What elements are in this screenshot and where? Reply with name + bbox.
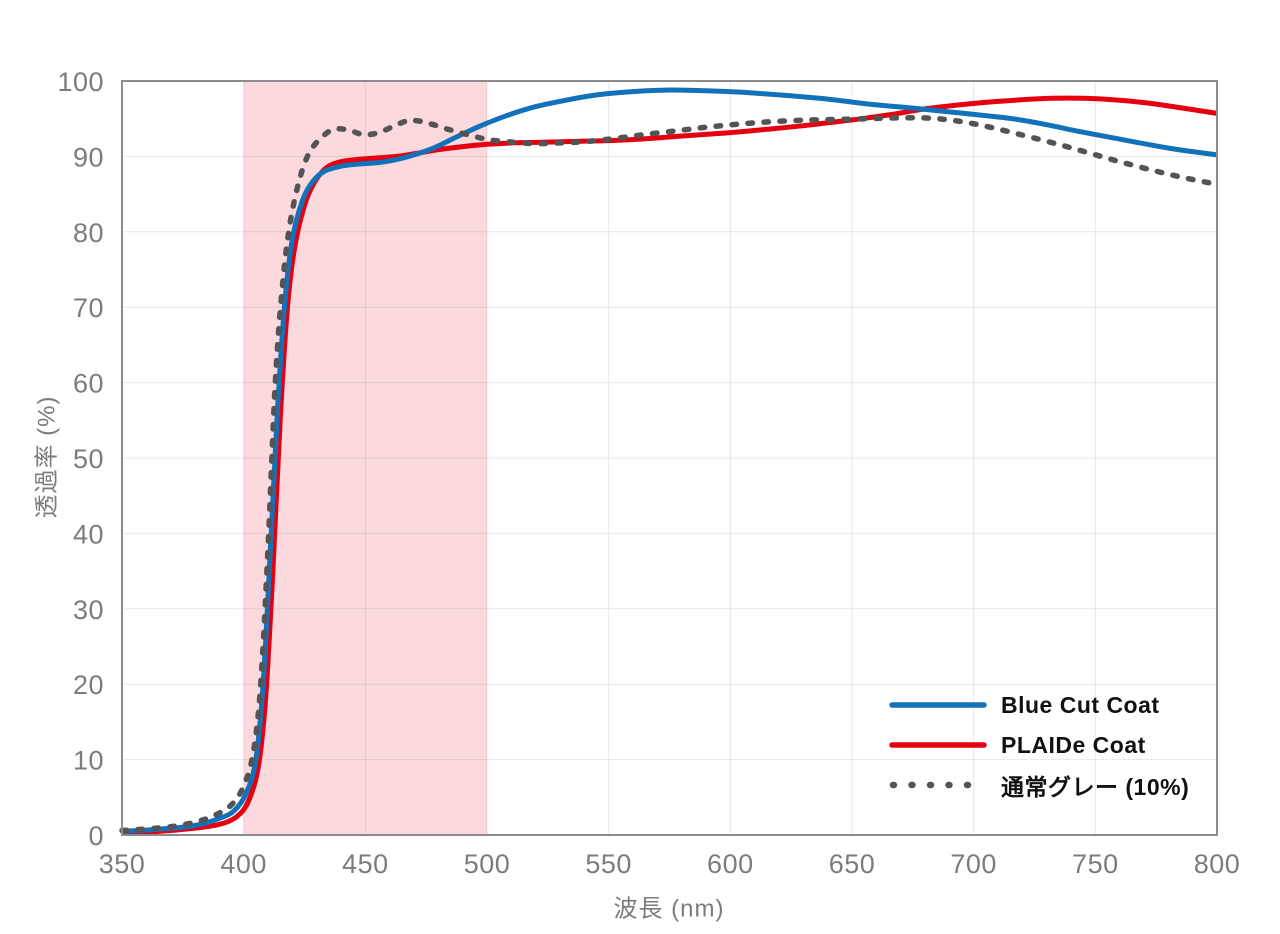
y-tick-80: 80 [73, 218, 104, 248]
legend-label-normal-gray: 通常グレー (10%) [1001, 774, 1190, 800]
y-tick-40: 40 [73, 519, 104, 549]
y-tick-20: 20 [73, 670, 104, 700]
series-line-0 [121, 87, 1218, 834]
blue-light-band [243, 81, 487, 835]
x-axis-title: 波長 (nm) [613, 895, 725, 923]
x-tick-550: 550 [585, 849, 632, 879]
y-tick-labels: 0 10 20 30 40 50 60 70 80 90 100 [57, 67, 104, 851]
legend: Blue Cut Coat PLAIDe Coat 通常グレー (10%) [888, 685, 1189, 805]
x-tick-800: 800 [1194, 849, 1241, 879]
x-tick-600: 600 [707, 849, 754, 879]
gridlines [122, 81, 1217, 835]
legend-item-normal-gray: 通常グレー (10%) [888, 765, 1189, 805]
legend-label-blue-cut-coat: Blue Cut Coat [1001, 691, 1160, 718]
legend-line-sample-gray-dotted [889, 781, 988, 789]
legend-label-plaide-coat: PLAIDe Coat [1001, 731, 1146, 758]
legend-item-blue-cut-coat: Blue Cut Coat [888, 685, 1189, 725]
y-axis-title: 透過率 (%) [33, 395, 61, 519]
y-tick-100: 100 [57, 67, 104, 97]
y-tick-90: 90 [73, 142, 104, 172]
x-tick-400: 400 [220, 849, 267, 879]
x-tick-450: 450 [342, 849, 389, 879]
y-tick-70: 70 [73, 293, 104, 323]
plot-border [121, 80, 1218, 836]
x-tick-650: 650 [829, 849, 876, 879]
y-tick-0: 0 [88, 821, 104, 851]
legend-line-sample-blue [889, 702, 987, 708]
legend-line-sample-red [889, 742, 987, 748]
y-tick-30: 30 [73, 595, 104, 625]
x-tick-700: 700 [950, 849, 997, 879]
series-line-1 [121, 95, 1218, 836]
legend-item-plaide-coat: PLAIDe Coat [888, 725, 1189, 765]
y-tick-50: 50 [73, 444, 104, 474]
x-tick-350: 350 [99, 849, 146, 879]
y-tick-10: 10 [73, 746, 104, 776]
y-tick-60: 60 [73, 369, 104, 399]
series-line-2 [119, 114, 1220, 834]
x-tick-500: 500 [464, 849, 511, 879]
x-tick-labels: 350 400 450 500 550 600 650 700 750 800 [99, 849, 1241, 879]
x-tick-750: 750 [1072, 849, 1119, 879]
